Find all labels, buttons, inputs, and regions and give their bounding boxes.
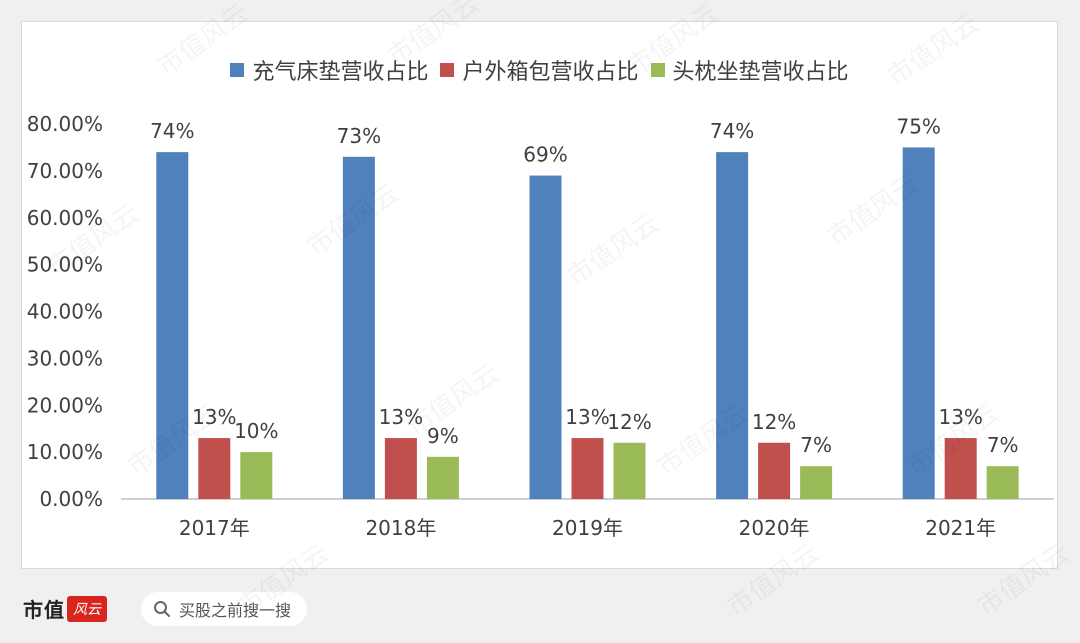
bar-chart: 0.00% 10.00% 20.00% 30.00% 40.00% 50.00% 60.00… xyxy=(27,112,1054,540)
bar xyxy=(342,156,375,499)
legend-label: 户外箱包营收占比 xyxy=(462,60,639,85)
data-label: 73% xyxy=(337,124,381,148)
bar xyxy=(384,438,417,499)
data-label: 69% xyxy=(523,143,567,167)
bar xyxy=(426,456,459,499)
search-text: 买股之前搜一搜 xyxy=(179,601,292,620)
bar xyxy=(986,466,1019,499)
search-icon xyxy=(154,601,170,617)
search-bar[interactable]: 买股之前搜一搜 xyxy=(141,592,308,626)
y-tick-label: 70.00% xyxy=(27,159,103,183)
x-tick-label: 2017年 xyxy=(179,516,250,540)
data-label: 9% xyxy=(427,424,459,448)
brand-seal: 风云 xyxy=(67,595,107,622)
data-label: 74% xyxy=(150,119,194,143)
y-tick-label: 40.00% xyxy=(27,300,103,324)
legend-label: 头枕坐垫营收占比 xyxy=(672,60,849,85)
bar xyxy=(800,466,833,499)
chart-card: 充气床垫营收占比 户外箱包营收占比 头枕坐垫营收占比 0.00% 10.00% 20… xyxy=(21,21,1058,569)
data-label: 13% xyxy=(565,405,609,429)
legend-swatch xyxy=(650,63,665,77)
data-label: 13% xyxy=(938,405,982,429)
data-label: 13% xyxy=(379,405,423,429)
brand-name: 市值 xyxy=(23,598,65,622)
y-tick-label: 10.00% xyxy=(27,440,103,464)
legend-swatch xyxy=(230,63,245,77)
bar xyxy=(758,442,791,499)
bar xyxy=(198,438,231,499)
x-tick-label: 2020年 xyxy=(739,516,810,540)
y-tick-label: 50.00% xyxy=(27,253,103,277)
data-label: 12% xyxy=(752,410,796,434)
y-tick-label: 80.00% xyxy=(27,112,103,136)
footer: 市值 风云 买股之前搜一搜 xyxy=(0,580,1080,643)
brand-logo: 市值 风云 xyxy=(23,594,107,623)
data-label: 12% xyxy=(607,410,651,434)
legend-item-outdoor-bags: 户外箱包营收占比 xyxy=(440,54,639,86)
bar xyxy=(944,438,977,499)
y-tick-label: 30.00% xyxy=(27,346,103,370)
legend: 充气床垫营收占比 户外箱包营收占比 头枕坐垫营收占比 xyxy=(22,54,1057,86)
bar xyxy=(613,442,646,499)
data-label: 74% xyxy=(710,119,754,143)
x-tick-label: 2018年 xyxy=(365,516,436,540)
legend-swatch xyxy=(440,63,455,77)
bar xyxy=(156,152,189,499)
data-label: 7% xyxy=(800,433,832,457)
bar xyxy=(240,452,273,499)
legend-item-inflatable-mattress: 充气床垫营收占比 xyxy=(230,54,428,86)
data-label: 75% xyxy=(896,114,940,138)
y-tick-label: 60.00% xyxy=(27,206,103,230)
x-tick-label: 2021年 xyxy=(925,516,996,540)
y-tick-label: 0.00% xyxy=(39,487,103,511)
data-label: 10% xyxy=(234,419,278,443)
bar xyxy=(571,438,604,499)
bar xyxy=(529,175,562,499)
data-label: 7% xyxy=(987,433,1019,457)
bar xyxy=(716,152,749,499)
bar xyxy=(902,147,935,499)
y-tick-label: 20.00% xyxy=(27,393,103,417)
legend-label: 充气床垫营收占比 xyxy=(252,60,429,85)
legend-item-pillows-cushions: 头枕坐垫营收占比 xyxy=(650,54,849,86)
x-tick-label: 2019年 xyxy=(552,516,623,540)
data-label: 13% xyxy=(192,405,236,429)
